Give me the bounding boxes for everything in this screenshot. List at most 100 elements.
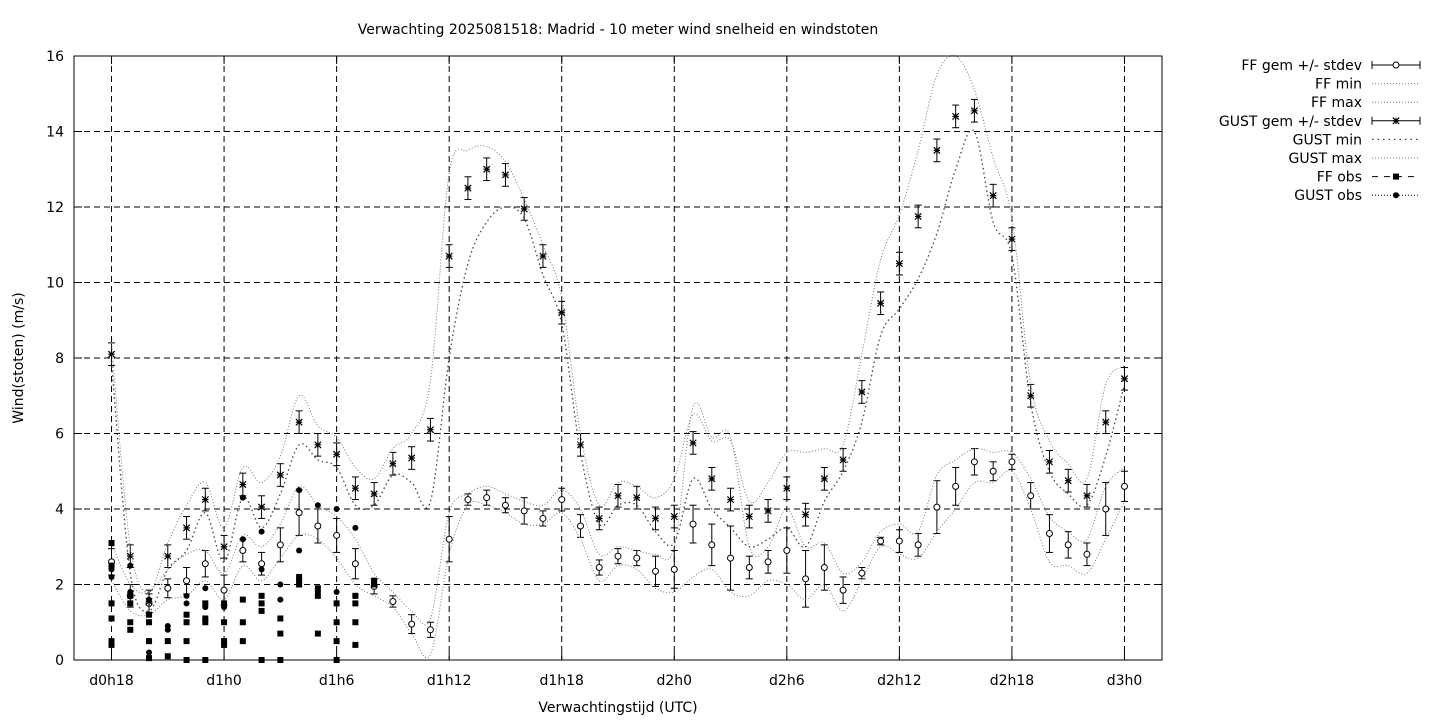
gust-obs-point bbox=[202, 585, 209, 592]
gust-mean-point bbox=[408, 454, 416, 462]
gust-obs-point bbox=[108, 566, 115, 573]
ff-obs-point bbox=[108, 615, 115, 622]
gust-mean-point bbox=[426, 426, 435, 434]
series-gust-gem-stdev bbox=[107, 98, 1129, 614]
gust-obs-point bbox=[146, 649, 153, 656]
ff-obs-point bbox=[221, 619, 228, 626]
gust-max-line bbox=[111, 54, 1125, 593]
gust-mean-point bbox=[1064, 477, 1072, 485]
gust-obs-point bbox=[127, 562, 134, 569]
gust-obs-point bbox=[333, 506, 340, 512]
gust-mean-point bbox=[201, 495, 209, 504]
ff-obs-point bbox=[108, 600, 115, 607]
gust-mean-point bbox=[1083, 492, 1091, 500]
x-tick-label: d3h0 bbox=[1107, 673, 1143, 689]
y-tick-label: 0 bbox=[55, 653, 64, 669]
legend-entry-label: FF obs bbox=[1317, 170, 1362, 186]
gust-mean-point bbox=[952, 112, 960, 121]
gust-mean-point bbox=[257, 503, 266, 511]
ff-mean-point bbox=[258, 560, 266, 568]
ff-obs-point bbox=[314, 630, 321, 637]
ff-mean-point bbox=[914, 541, 922, 549]
ff-mean-point bbox=[670, 565, 678, 573]
gust-mean-point bbox=[464, 184, 472, 192]
gust-mean-point bbox=[501, 171, 510, 179]
gust-mean-point bbox=[164, 552, 172, 560]
y-tick-label: 16 bbox=[46, 49, 64, 65]
ff-mean-point bbox=[164, 584, 172, 592]
series-gust-obs bbox=[108, 487, 378, 656]
ff-mean-point bbox=[539, 514, 547, 522]
ff-mean-point bbox=[314, 522, 322, 530]
ff-mean-point bbox=[520, 507, 528, 515]
ff-mean-point bbox=[764, 558, 772, 566]
gust-mean-point bbox=[276, 471, 284, 479]
y-tick-label: 14 bbox=[46, 125, 64, 141]
gust-mean-point bbox=[295, 418, 303, 426]
ff-mean-point bbox=[389, 597, 397, 605]
y-tick-label: 10 bbox=[46, 276, 64, 292]
gust-obs-point bbox=[352, 524, 359, 531]
y-tick-label: 4 bbox=[55, 502, 64, 518]
y-tick-label: 6 bbox=[55, 427, 64, 443]
ff-obs-point bbox=[314, 585, 321, 592]
ff-obs-point bbox=[333, 638, 340, 645]
gust-obs-point bbox=[108, 573, 115, 580]
ff-obs-point bbox=[352, 619, 359, 626]
ff-obs-point bbox=[146, 611, 153, 618]
ff-mean-point bbox=[970, 458, 978, 466]
ff-obs-point bbox=[108, 562, 115, 569]
ff-mean-point bbox=[595, 564, 603, 572]
ff-mean-point bbox=[408, 620, 416, 628]
gust-mean-point bbox=[1120, 375, 1129, 383]
gust-mean-point bbox=[539, 252, 547, 260]
gust-obs-point bbox=[146, 638, 153, 645]
series-gust-max bbox=[111, 54, 1125, 593]
ff-obs-point bbox=[183, 638, 190, 645]
ff-obs-point bbox=[108, 539, 115, 546]
gust-mean-point bbox=[351, 484, 360, 492]
x-tick-label: d2h12 bbox=[877, 673, 921, 689]
series bbox=[107, 54, 1129, 663]
gust-obs-point bbox=[371, 577, 378, 584]
ff-mean-point bbox=[689, 520, 697, 528]
gust-mean-point bbox=[708, 475, 716, 483]
ff-obs-point bbox=[127, 600, 134, 607]
gust-mean-point bbox=[764, 507, 772, 515]
ff-mean-point bbox=[220, 586, 228, 594]
ff-mean-point bbox=[201, 560, 209, 568]
gust-mean-point bbox=[633, 494, 641, 502]
ff-obs-point bbox=[221, 641, 228, 648]
ff-mean-point bbox=[445, 535, 453, 543]
gust-obs-point bbox=[277, 596, 284, 603]
gust-mean-point bbox=[1102, 418, 1110, 426]
gust-obs-point bbox=[314, 589, 321, 596]
chart-title: Verwachting 2025081518: Madrid - 10 mete… bbox=[358, 22, 878, 38]
gust-mean-point bbox=[933, 146, 941, 154]
ff-obs-point bbox=[258, 607, 265, 614]
legend-entry-label: GUST obs bbox=[1294, 188, 1362, 204]
gust-obs-point bbox=[164, 626, 171, 633]
x-tick-label: d1h0 bbox=[206, 673, 242, 689]
gust-mean-point bbox=[558, 309, 566, 317]
x-axis-label: Verwachtingstijd (UTC) bbox=[538, 700, 697, 716]
gust-mean-point bbox=[726, 495, 735, 504]
ff-obs-point bbox=[371, 581, 378, 588]
ff-obs-point bbox=[183, 619, 190, 626]
gust-obs-point bbox=[296, 487, 303, 494]
ff-mean-point bbox=[1027, 492, 1035, 500]
gust-mean-point bbox=[670, 512, 678, 521]
ff-mean-point bbox=[333, 531, 341, 539]
ff-obs-point bbox=[127, 626, 134, 633]
series-gust-min bbox=[110, 129, 1126, 612]
ff-mean-point bbox=[295, 509, 303, 517]
ff-mean-point bbox=[745, 564, 753, 572]
ff-mean-point bbox=[276, 541, 284, 549]
ff-mean-point bbox=[614, 552, 622, 560]
x-tick-label: d1h18 bbox=[539, 673, 583, 689]
ff-mean-point bbox=[802, 575, 810, 583]
gust-mean-point bbox=[820, 475, 828, 483]
ff-mean-point bbox=[1064, 541, 1072, 549]
gust-mean-point bbox=[895, 260, 904, 268]
axes: 0 2 4 6 8 10 12 14 16 d0h18 d1h0 d1h6 d1h12 d1h18 d2h0… bbox=[46, 49, 1162, 689]
